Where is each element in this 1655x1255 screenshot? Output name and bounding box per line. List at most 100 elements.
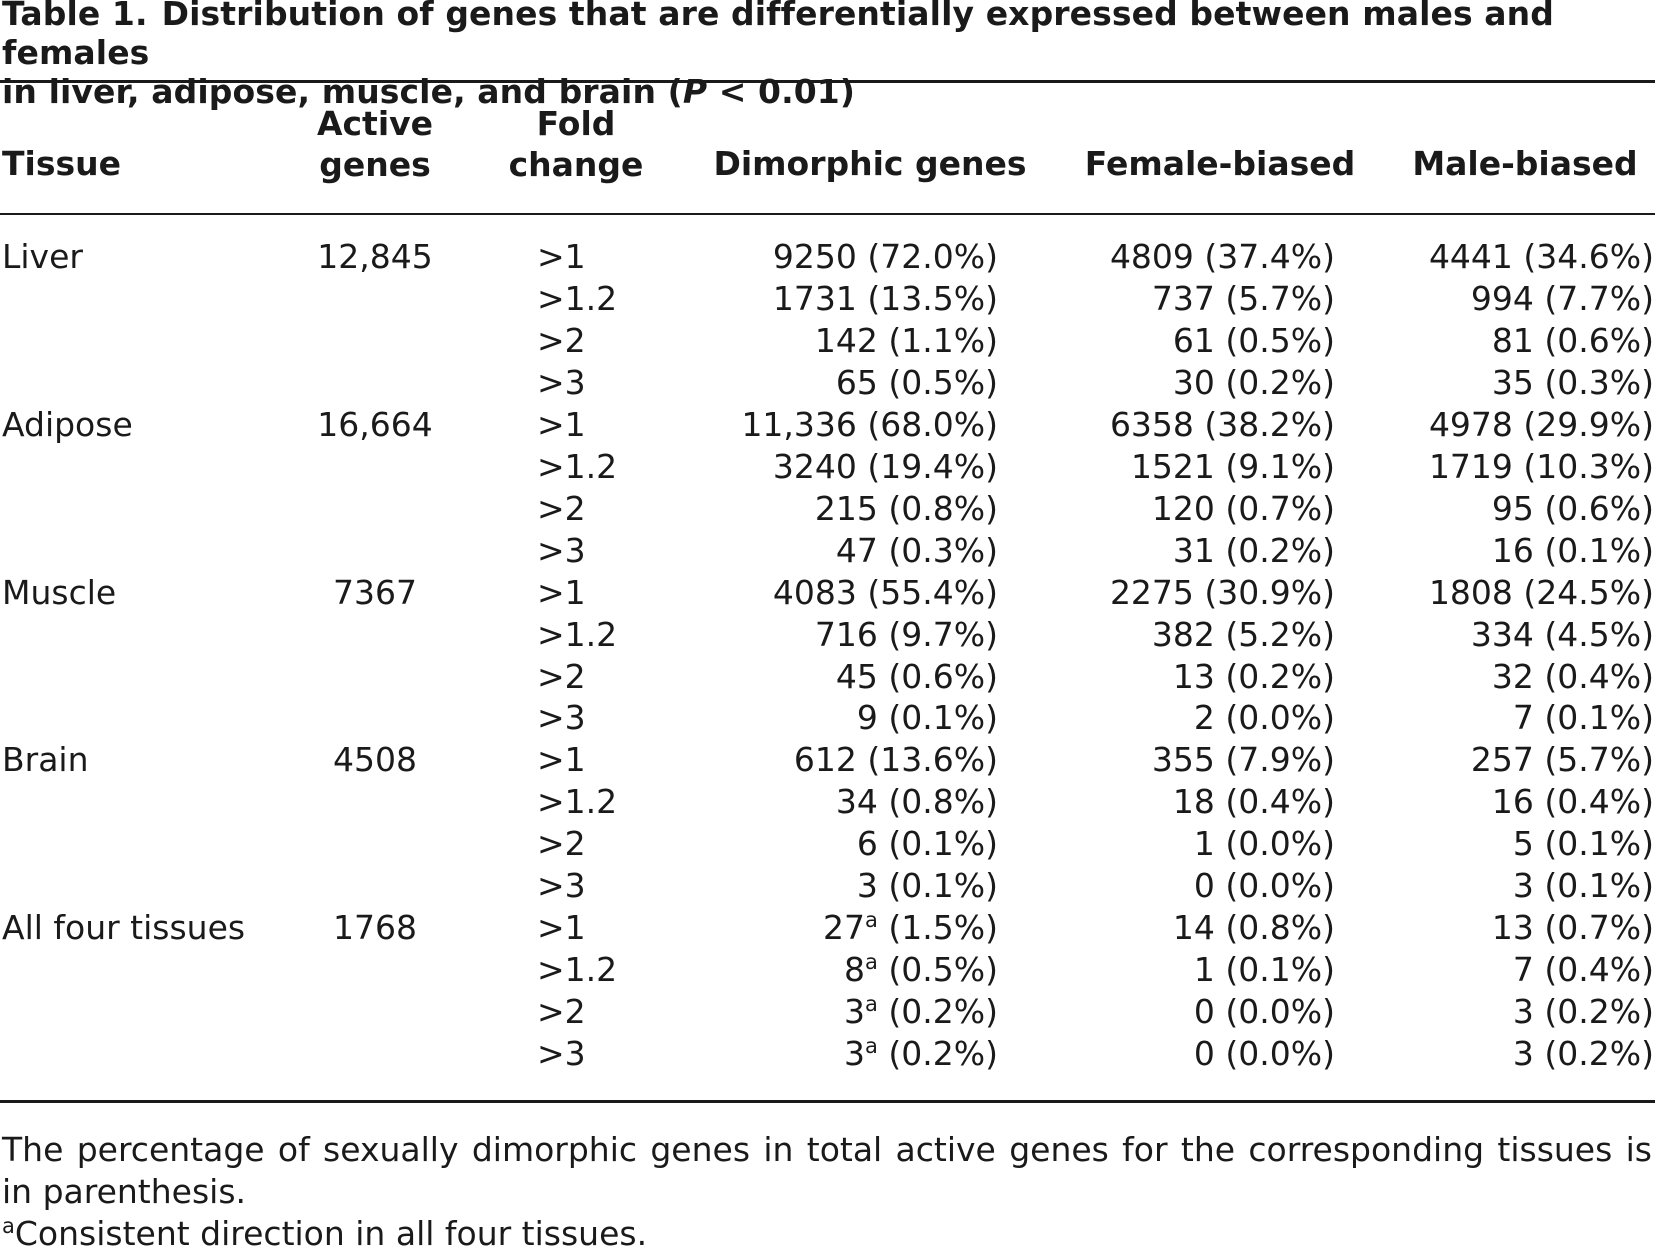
male-biased-cell: 81 (0.6%)	[1491, 320, 1654, 360]
table-label: Table 1.	[2, 0, 148, 33]
dimorphic-genes-cell: 3a (0.2%)	[600, 1033, 998, 1075]
dimorphic-genes-cell: 65 (0.5%)	[600, 362, 998, 404]
fold-change-cell: >3	[537, 1034, 586, 1074]
footnote-marker: a	[865, 950, 878, 975]
active-genes-cell: 7367	[333, 572, 417, 612]
fold-change-cell: >1.2	[537, 950, 618, 990]
footnote-a: aConsistent direction in all four tissue…	[2, 1213, 1652, 1255]
female-biased-cell: 0 (0.0%)	[1193, 1034, 1335, 1074]
footnote-marker: a	[865, 992, 878, 1017]
tissue-cell: Liver	[2, 237, 83, 276]
dimorphic-genes-cell: 11,336 (68.0%)	[600, 404, 998, 446]
caption-text-2: in liver, adipose, muscle, and brain (	[2, 72, 683, 111]
fold-change-cell: >1.2	[537, 782, 618, 822]
dimorphic-genes-cell: 34 (0.8%)	[600, 781, 998, 823]
dimorphic-count: 3	[856, 866, 878, 906]
footnote-marker: a	[865, 908, 878, 933]
caption-text-3: < 0.01)	[707, 72, 856, 111]
male-biased-cell: 257 (5.7%)	[1470, 740, 1654, 780]
dimorphic-genes-cell: 3240 (19.4%)	[600, 446, 998, 488]
dimorphic-percent: (9.7%)	[888, 614, 998, 654]
dimorphic-percent: (1.5%)	[888, 908, 998, 948]
fold-change-cell: >1.2	[537, 614, 618, 654]
female-biased-cell: 6358 (38.2%)	[1109, 404, 1335, 444]
male-biased-cell: 334 (4.5%)	[1470, 614, 1654, 654]
dimorphic-count: 716	[814, 614, 878, 654]
fold-change-cell: >2	[537, 656, 586, 696]
dimorphic-percent: (0.3%)	[888, 530, 998, 570]
header-active-line1: Active	[316, 104, 434, 143]
male-biased-cell: 3 (0.1%)	[1512, 866, 1654, 906]
dimorphic-percent: (0.8%)	[888, 488, 998, 528]
male-biased-cell: 7 (0.4%)	[1512, 950, 1654, 990]
footnote-marker: a	[865, 1034, 878, 1059]
dimorphic-genes-cell: 612 (13.6%)	[600, 739, 998, 781]
dimorphic-count: 65	[835, 362, 878, 402]
dimorphic-percent: (19.4%)	[867, 446, 998, 486]
male-biased-cell: 3 (0.2%)	[1512, 992, 1654, 1032]
dimorphic-percent: (0.1%)	[888, 698, 998, 738]
dimorphic-count: 27	[823, 908, 866, 948]
fold-change-cell: >1	[537, 572, 586, 612]
active-genes-cell: 4508	[333, 740, 417, 780]
female-biased-cell: 18 (0.4%)	[1172, 782, 1335, 822]
dimorphic-count: 3240	[772, 446, 857, 486]
dimorphic-percent: (1.1%)	[888, 320, 998, 360]
fold-change-cell: >1.2	[537, 278, 618, 318]
dimorphic-percent: (0.2%)	[888, 992, 998, 1032]
male-biased-cell: 16 (0.1%)	[1491, 530, 1654, 570]
male-biased-cell: 35 (0.3%)	[1491, 362, 1654, 402]
footnote-a-text: Consistent direction in all four tissues…	[14, 1214, 648, 1253]
header-active-genes: Active genes	[280, 103, 470, 185]
dimorphic-genes-cell: 4083 (55.4%)	[600, 572, 998, 614]
header-fold-line1: Fold	[536, 104, 616, 143]
tissue-cell: All four tissues	[2, 908, 246, 948]
active-genes-cell: 1768	[333, 908, 417, 948]
fold-change-cell: >3	[537, 530, 586, 570]
dimorphic-genes-cell: 47 (0.3%)	[600, 530, 998, 572]
dimorphic-count: 34	[835, 782, 878, 822]
dimorphic-count: 215	[814, 488, 878, 528]
female-biased-cell: 2 (0.0%)	[1193, 698, 1335, 738]
fold-change-cell: >2	[537, 488, 586, 528]
dimorphic-percent: (0.2%)	[888, 1034, 998, 1074]
caption-line-1: Table 1. Distribution of genes that are d…	[2, 0, 1652, 72]
fold-change-cell: >2	[537, 320, 586, 360]
fold-change-cell: >1	[537, 740, 586, 780]
male-biased-cell: 5 (0.1%)	[1512, 824, 1654, 864]
tissue-cell: Muscle	[2, 572, 117, 612]
female-biased-cell: 1521 (9.1%)	[1130, 446, 1335, 486]
dimorphic-count: 47	[835, 530, 878, 570]
active-genes-cell: 16,664	[317, 404, 433, 444]
dimorphic-genes-cell: 3a (0.2%)	[600, 991, 998, 1033]
male-biased-cell: 3 (0.2%)	[1512, 1034, 1654, 1074]
bottom-rule	[0, 1100, 1655, 1103]
tissue-cell: Brain	[2, 740, 89, 780]
female-biased-cell: 4809 (37.4%)	[1109, 237, 1335, 276]
fold-change-cell: >3	[537, 866, 586, 906]
dimorphic-genes-cell: 3 (0.1%)	[600, 865, 998, 907]
female-biased-cell: 1 (0.1%)	[1193, 950, 1335, 990]
header-female-biased: Female-biased	[1084, 144, 1356, 183]
female-biased-cell: 14 (0.8%)	[1172, 908, 1335, 948]
header-fold-change: Fold change	[486, 103, 666, 185]
header-male-biased: Male-biased	[1412, 144, 1638, 183]
male-biased-cell: 4978 (29.9%)	[1428, 404, 1654, 444]
fold-change-cell: >3	[537, 362, 586, 402]
male-biased-cell: 32 (0.4%)	[1491, 656, 1654, 696]
header-rule	[0, 213, 1655, 215]
footnote-a-marker: a	[2, 1214, 15, 1238]
fold-change-cell: >3	[537, 698, 586, 738]
dimorphic-percent: (68.0%)	[867, 404, 998, 444]
dimorphic-genes-cell: 27a (1.5%)	[600, 907, 998, 949]
dimorphic-percent: (72.0%)	[867, 237, 998, 276]
top-rule	[0, 80, 1655, 83]
female-biased-cell: 120 (0.7%)	[1151, 488, 1335, 528]
male-biased-cell: 1808 (24.5%)	[1428, 572, 1654, 612]
dimorphic-count: 9	[856, 698, 878, 738]
fold-change-cell: >2	[537, 824, 586, 864]
dimorphic-count: 1731	[772, 278, 857, 318]
fold-change-cell: >1	[537, 908, 586, 948]
fold-change-cell: >1.2	[537, 446, 618, 486]
caption-text: Distribution of genes that are different…	[2, 0, 1554, 72]
